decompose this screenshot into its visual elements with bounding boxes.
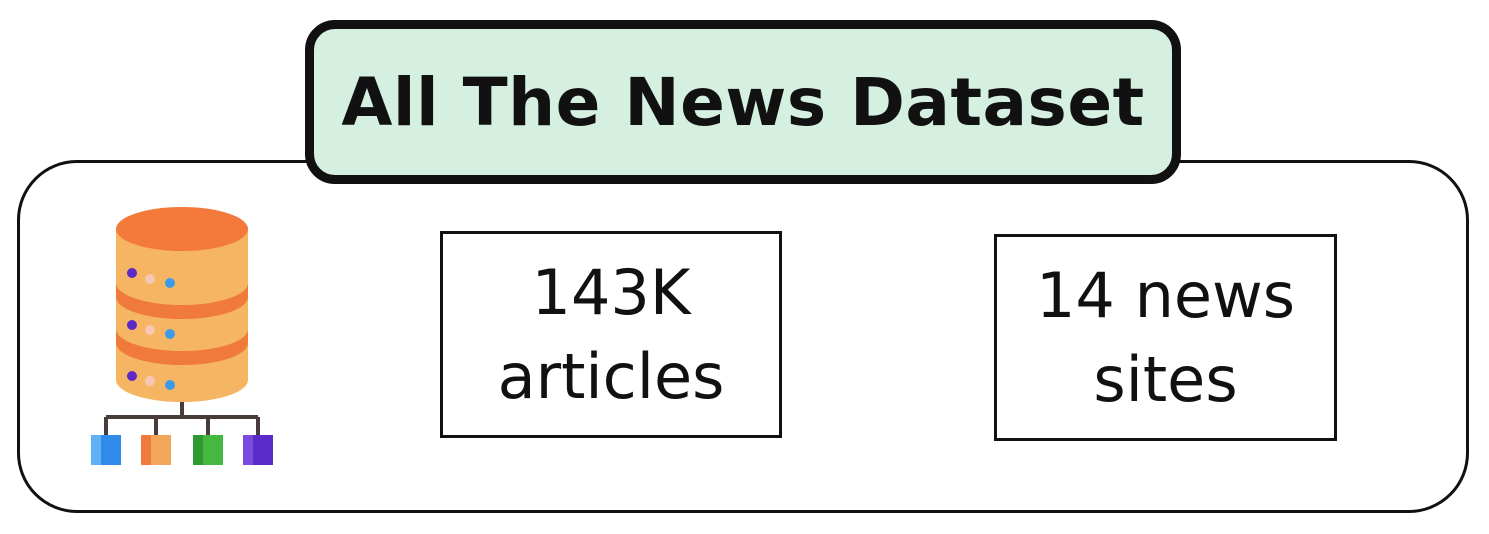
stat-sites-label: sites xyxy=(1093,342,1238,416)
stat-articles-label: articles xyxy=(497,339,725,413)
title-banner: All The News Dataset xyxy=(305,20,1181,184)
stat-sites-box: 14 news sites xyxy=(994,234,1337,441)
stat-articles-count: 143K xyxy=(531,255,691,329)
stat-articles-box: 143K articles xyxy=(440,231,782,438)
database-network-icon xyxy=(91,207,273,465)
stat-sites-count: 14 news xyxy=(1035,258,1296,332)
page-title: All The News Dataset xyxy=(341,63,1145,141)
